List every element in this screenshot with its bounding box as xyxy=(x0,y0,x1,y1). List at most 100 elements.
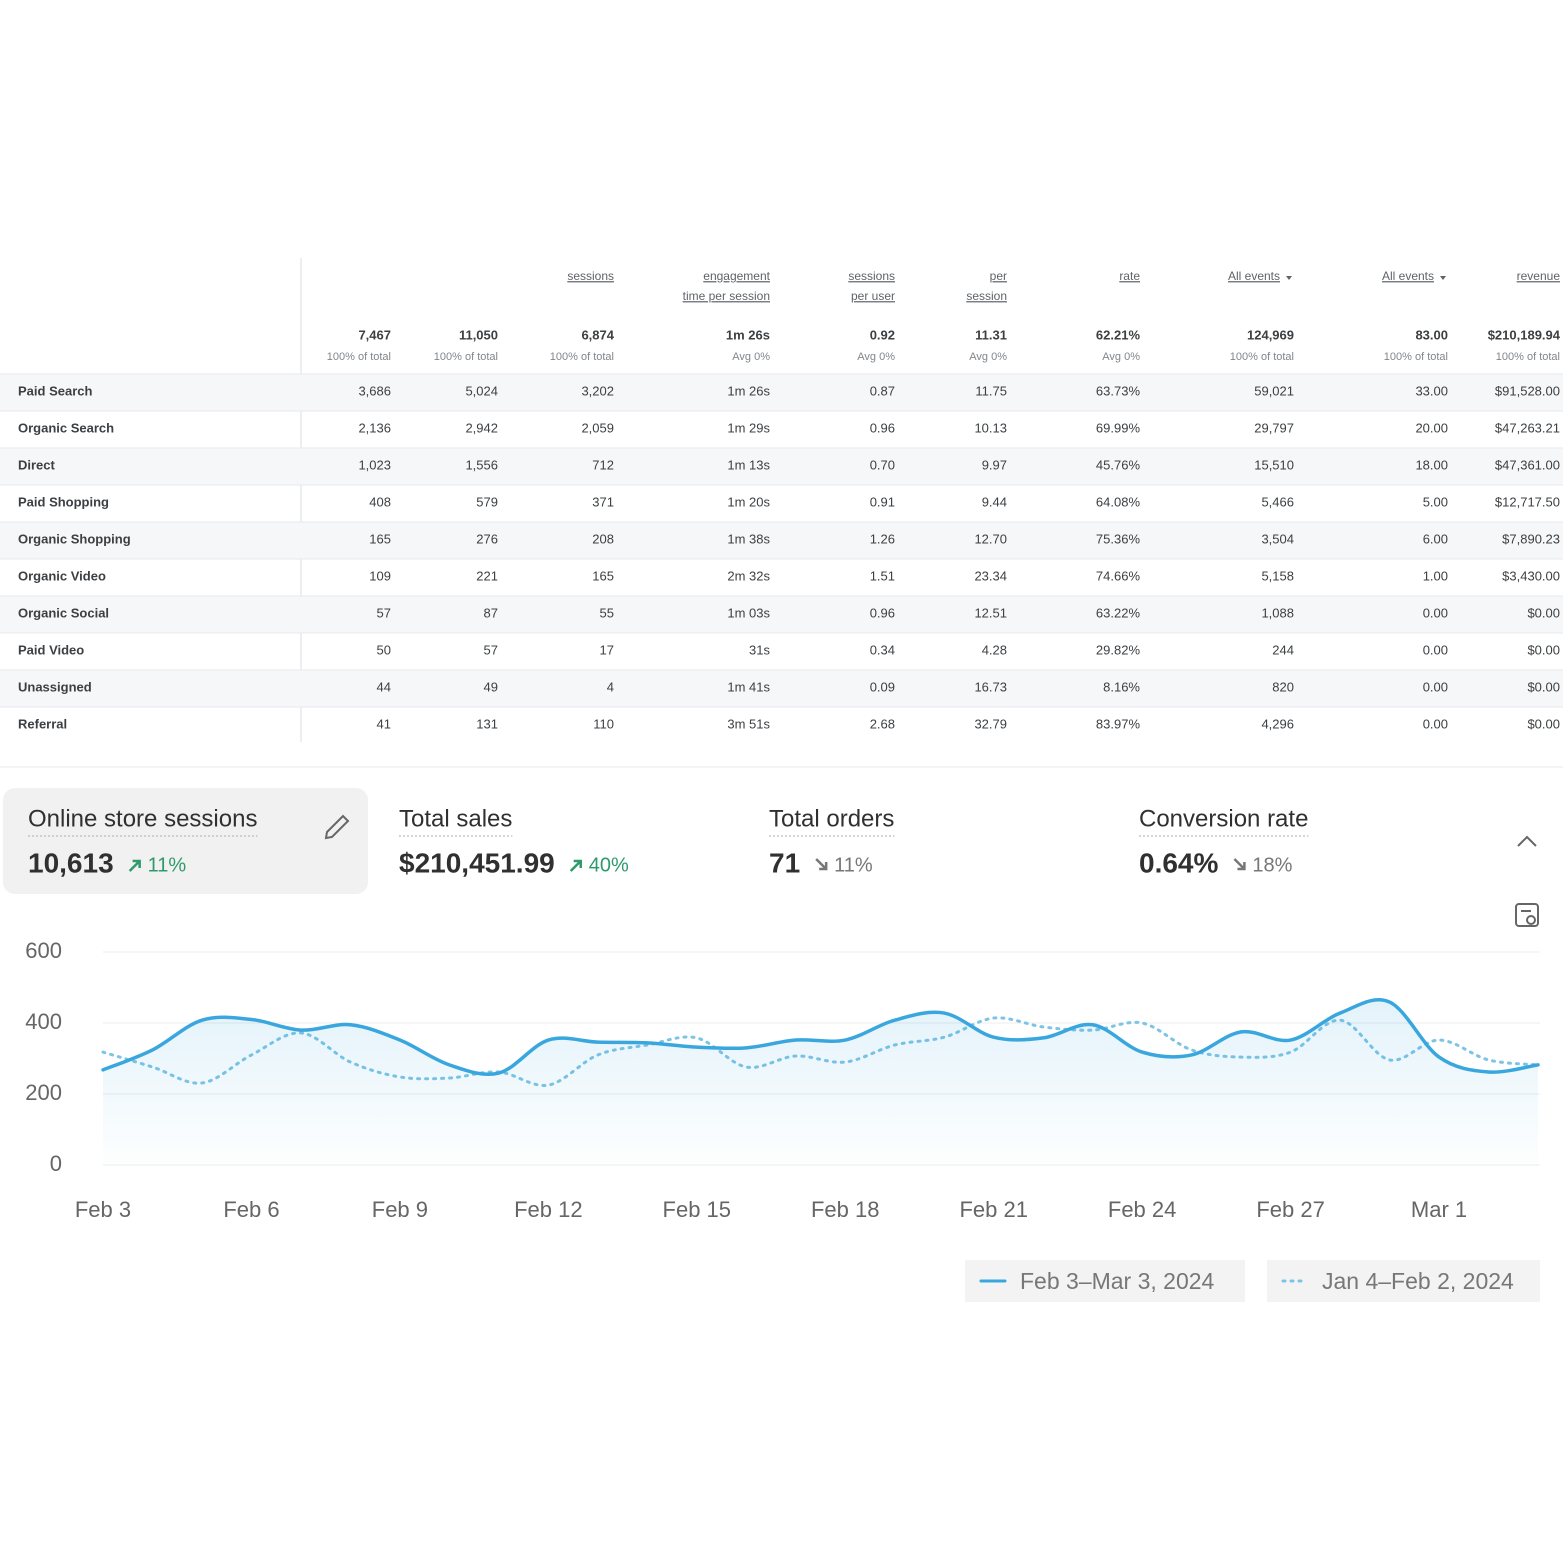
cell-value: 1m 03s xyxy=(727,605,770,620)
kpi-value: 0.64% xyxy=(1139,847,1218,878)
column-header: All events xyxy=(1382,269,1434,283)
dropdown-caret xyxy=(1440,276,1446,280)
cell-value: 87 xyxy=(484,605,498,620)
cell-value: 69.99% xyxy=(1096,420,1141,435)
cell-value: 49 xyxy=(484,679,498,694)
total-note: 100% of total xyxy=(434,351,498,363)
cell-value: $47,361.00 xyxy=(1495,457,1560,472)
kpi-label: Online store sessions xyxy=(28,805,257,832)
total-value: 11,050 xyxy=(459,327,498,342)
column-header: revenue xyxy=(1517,269,1561,283)
cell-value: $0.00 xyxy=(1527,679,1560,694)
kpi-change: 11% xyxy=(834,854,873,876)
kpi-label: Total sales xyxy=(399,805,512,832)
total-value: 7,467 xyxy=(358,327,391,342)
kpi-value: 10,613 xyxy=(28,847,114,878)
trend-up-arrow xyxy=(569,859,582,872)
cell-value: 1,023 xyxy=(358,457,391,472)
kpi-change: 11% xyxy=(148,854,187,876)
kpi-change: 18% xyxy=(1252,854,1292,876)
y-tick-label: 400 xyxy=(25,1009,62,1034)
cell-value: 11.75 xyxy=(975,383,1007,398)
edit-icon[interactable] xyxy=(324,814,350,840)
cell-value: 3,686 xyxy=(358,383,391,398)
x-tick-label: Feb 24 xyxy=(1108,1197,1177,1222)
cell-value: 29.82% xyxy=(1096,642,1141,657)
collapse-chevron[interactable] xyxy=(1517,835,1537,847)
column-header: rate xyxy=(1119,269,1140,283)
row-background xyxy=(0,374,1563,411)
cell-value: 1m 26s xyxy=(727,383,770,398)
column-header: All events xyxy=(1228,269,1280,283)
row-background xyxy=(0,596,1563,633)
cell-value: 45.76% xyxy=(1096,457,1141,472)
legend-label: Jan 4–Feb 2, 2024 xyxy=(1322,1268,1514,1294)
cell-value: 50 xyxy=(377,642,391,657)
column-header: engagement xyxy=(703,269,770,283)
x-tick-label: Feb 6 xyxy=(223,1197,279,1222)
table-row: Organic Shopping 165 276 208 1m 38s 1.26 12.70… xyxy=(0,521,1563,559)
cell-value: $12,717.50 xyxy=(1495,494,1560,509)
x-tick-label: Feb 27 xyxy=(1256,1197,1325,1222)
cell-value: $47,263.21 xyxy=(1495,420,1560,435)
cell-value: 0.34 xyxy=(870,642,895,657)
cell-value: 3,504 xyxy=(1261,531,1294,546)
channel-name: Paid Search xyxy=(18,383,92,398)
cell-value: 63.73% xyxy=(1096,383,1141,398)
cell-value: 55 xyxy=(600,605,614,620)
cell-value: 59,021 xyxy=(1254,383,1294,398)
cell-value: 1,556 xyxy=(465,457,498,472)
cell-value: 820 xyxy=(1272,679,1294,694)
cell-value: 0.09 xyxy=(870,679,895,694)
channel-name: Paid Video xyxy=(18,642,84,657)
cell-value: 10.13 xyxy=(974,420,1007,435)
row-background xyxy=(0,670,1563,707)
cell-value: 0.91 xyxy=(870,494,895,509)
cell-value: 32.79 xyxy=(974,716,1007,731)
cell-value: 6.00 xyxy=(1423,531,1448,546)
cell-value: 1.00 xyxy=(1423,568,1448,583)
column-header: sessions xyxy=(848,269,895,283)
total-value: 0.92 xyxy=(870,327,895,342)
legend-background xyxy=(965,1260,1245,1302)
kpi-card-selected[interactable] xyxy=(3,788,368,894)
cell-value: 371 xyxy=(592,494,614,509)
total-note: 100% of total xyxy=(1384,351,1448,363)
cell-value: 165 xyxy=(592,568,614,583)
row-background xyxy=(0,522,1563,559)
total-value: 62.21% xyxy=(1096,327,1141,342)
cell-value: 0.00 xyxy=(1423,716,1448,731)
legend-item[interactable]: Feb 3–Mar 3, 2024 xyxy=(965,1260,1245,1302)
cell-value: 64.08% xyxy=(1096,494,1141,509)
cell-value: 3,202 xyxy=(581,383,614,398)
cell-value: 165 xyxy=(369,531,391,546)
cell-value: 1.26 xyxy=(870,531,895,546)
cell-value: $0.00 xyxy=(1527,605,1560,620)
cell-value: 15,510 xyxy=(1254,457,1294,472)
cell-value: 712 xyxy=(592,457,614,472)
cell-value: 17 xyxy=(600,642,614,657)
cell-value: 0.96 xyxy=(870,605,895,620)
total-value: 83.00 xyxy=(1415,327,1448,342)
cell-value: 4 xyxy=(607,679,614,694)
kpi-value: 71 xyxy=(769,847,800,878)
channel-name: Referral xyxy=(18,716,67,731)
cell-value: 579 xyxy=(476,494,498,509)
cell-value: 16.73 xyxy=(974,679,1007,694)
cell-value: 31s xyxy=(749,642,770,657)
cell-value: 4.28 xyxy=(982,642,1007,657)
chart-icon[interactable] xyxy=(1515,903,1539,927)
column-header: per user xyxy=(851,289,895,303)
total-note: Avg 0% xyxy=(857,351,895,363)
channel-name: Organic Video xyxy=(18,568,106,583)
row-background xyxy=(0,448,1563,485)
cell-value: 2m 32s xyxy=(727,568,770,583)
cell-value: 1m 13s xyxy=(727,457,770,472)
legend-item[interactable]: Jan 4–Feb 2, 2024 xyxy=(1267,1260,1540,1302)
cell-value: 2,059 xyxy=(581,420,614,435)
table-row: Organic Search 2,136 2,942 2,059 1m 29s 0.96 1… xyxy=(0,410,1563,435)
x-tick-label: Feb 18 xyxy=(811,1197,880,1222)
cell-value: 244 xyxy=(1272,642,1294,657)
channel-name: Organic Shopping xyxy=(18,531,131,546)
channel-name: Paid Shopping xyxy=(18,494,109,509)
